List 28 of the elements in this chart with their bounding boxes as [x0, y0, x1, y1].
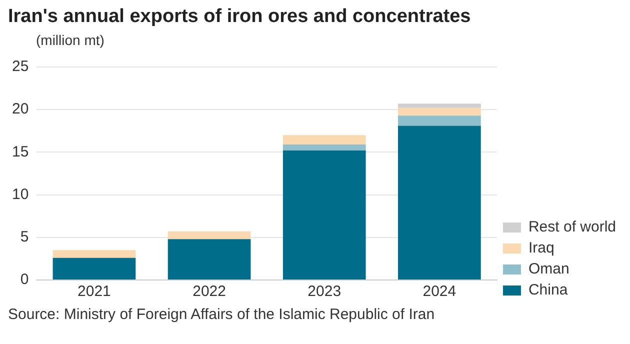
bar	[398, 108, 481, 116]
bar	[282, 150, 366, 280]
bar	[398, 126, 481, 280]
bar	[52, 250, 136, 258]
source-note: Source: Ministry of Foreign Affairs of the Islamic Republic of Iran	[7, 306, 436, 323]
y-tick-label: 20	[12, 100, 29, 118]
legend-label: Iraq	[528, 240, 554, 257]
y-tick-label: 10	[12, 186, 29, 203]
x-tick-label: 2022	[192, 283, 226, 300]
x-tick-label: 2024	[422, 283, 456, 300]
bar	[282, 144, 366, 150]
y-tick-label: 0	[20, 271, 29, 288]
bar	[168, 239, 251, 280]
bar	[398, 116, 481, 126]
y-tick-label: 5	[20, 228, 29, 246]
y-tick-label: 25	[12, 58, 29, 76]
bar	[168, 231, 251, 240]
x-tick-label: 2023	[308, 283, 342, 300]
legend-label: Rest of world	[528, 218, 616, 236]
legend-label: China	[528, 282, 568, 299]
legend-label: Oman	[528, 260, 570, 278]
bar	[52, 258, 136, 280]
y-tick-label: 15	[12, 143, 29, 160]
bar	[282, 135, 366, 145]
chart-title: Iran's annual exports of iron ores and concentrates	[7, 5, 472, 29]
x-tick-label: 2021	[78, 283, 111, 300]
bar	[398, 104, 481, 108]
y-axis-title: (million mt)	[35, 32, 106, 50]
